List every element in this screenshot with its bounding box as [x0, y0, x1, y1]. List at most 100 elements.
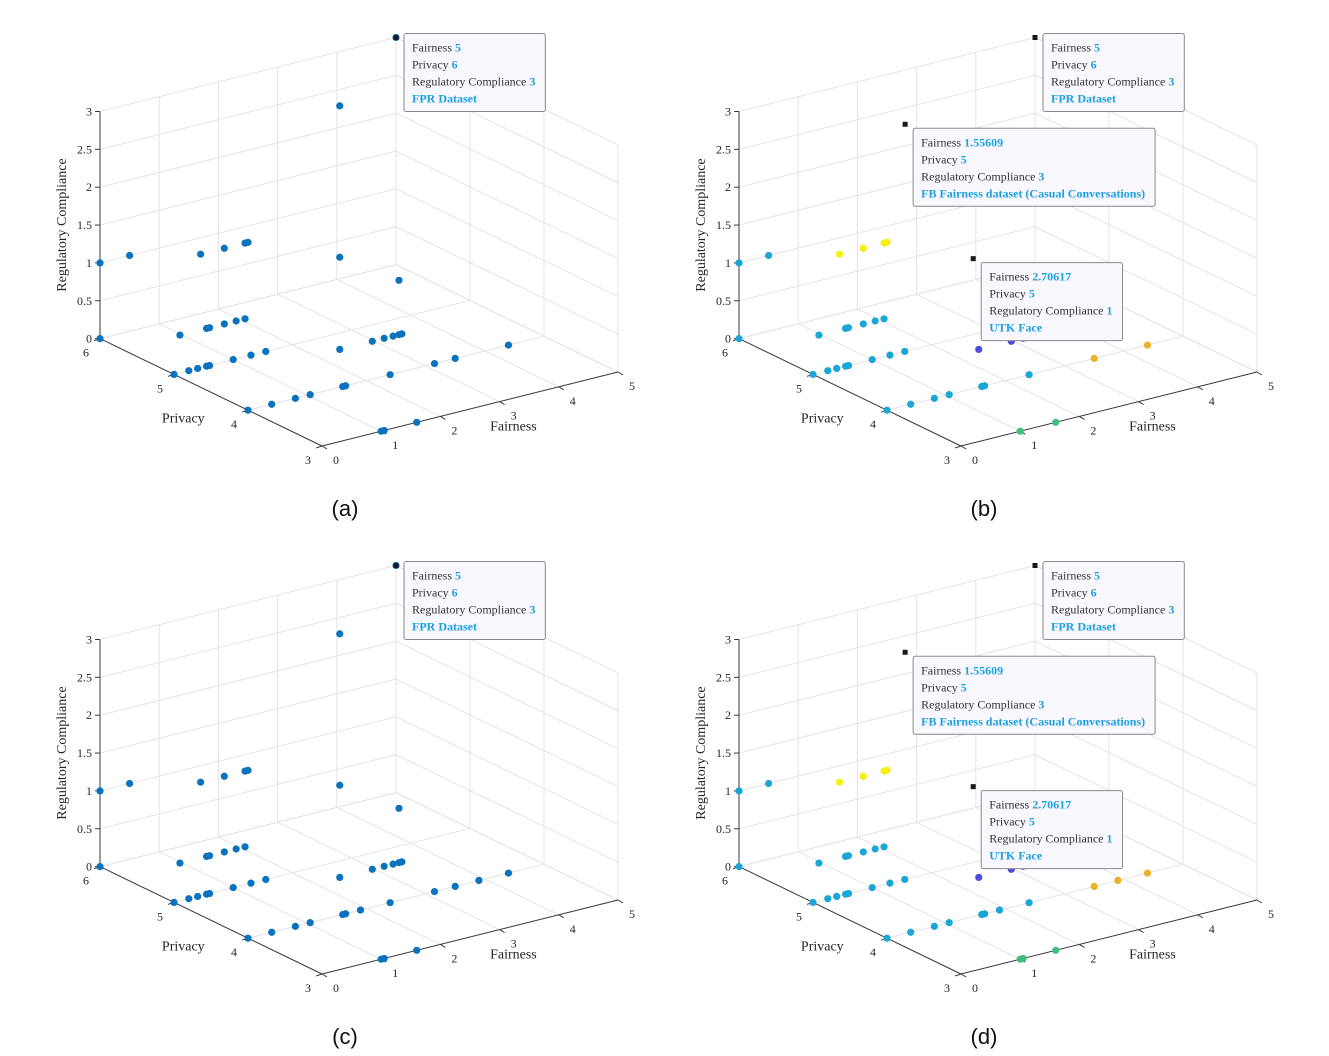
datatip-value: FB Fairness dataset (Casual Conversation… [921, 186, 1145, 200]
z-tick-label: 2 [86, 708, 92, 722]
datatip-key: Fairness [412, 41, 455, 55]
data-point [1016, 427, 1024, 435]
y-axis-label: Privacy [801, 412, 844, 427]
grid-line [916, 293, 1139, 403]
y-axis-label: Privacy [162, 940, 205, 955]
grid-line [395, 150, 619, 259]
data-point [170, 370, 178, 378]
panel-caption: (b) [971, 496, 998, 521]
data-point [945, 391, 953, 399]
y-tick-mark [954, 973, 962, 977]
datatip-line: FPR Dataset [412, 620, 477, 634]
x-tick-label: 0 [333, 981, 339, 995]
panel-caption: (d) [971, 1024, 998, 1049]
y-tick-mark [315, 445, 323, 449]
grid-line [1034, 188, 1258, 297]
x-tick-label: 1 [392, 966, 398, 980]
z-axis-label: Regulatory Compliance [694, 686, 709, 819]
data-point [398, 330, 406, 338]
datatip-value: FPR Dataset [412, 92, 477, 106]
z-tick-label: 1 [725, 784, 731, 798]
z-tick-label: 0.5 [77, 822, 92, 836]
data-point [244, 238, 252, 246]
data-point [241, 843, 249, 851]
z-tick-label: 1.5 [77, 218, 92, 232]
y-axis-line [99, 338, 323, 447]
x-tick-mark [1138, 929, 1144, 934]
data-point [735, 863, 743, 871]
data-point [220, 244, 228, 252]
grid-line [395, 678, 619, 787]
datatip-marker [393, 563, 399, 568]
data-point [1025, 371, 1033, 379]
datatip-value: FB Fairness dataset (Casual Conversation… [921, 714, 1145, 728]
datatip-value: UTK Face [989, 321, 1043, 335]
datatip-key: Privacy [921, 152, 961, 166]
data-point [336, 102, 344, 110]
datatip-line: Privacy 5 [921, 152, 967, 166]
data-point [389, 332, 397, 340]
data-point [336, 253, 344, 261]
y-tick-label: 3 [305, 453, 311, 467]
z-axis-label: Regulatory Compliance [55, 686, 70, 819]
data-point [1019, 954, 1027, 963]
data-point [1025, 899, 1033, 907]
datatip-value: UTK Face [989, 849, 1043, 863]
z-tick-label: 1.5 [716, 746, 731, 760]
grid-line [99, 640, 397, 716]
data-point [735, 787, 743, 795]
grid-line [797, 323, 1021, 432]
datatip-line: Privacy 5 [921, 680, 967, 694]
data-point [844, 852, 853, 860]
y-tick-label: 3 [944, 981, 950, 995]
y-tick-label: 6 [83, 874, 89, 888]
grid-line [158, 851, 382, 960]
grid-line [99, 74, 397, 150]
data-point [220, 848, 228, 856]
grid-line [395, 754, 619, 863]
x-tick-label: 3 [511, 937, 517, 951]
data-point [836, 250, 844, 258]
datatip-line: Regulatory Compliance 1 [989, 832, 1112, 846]
data-point [1090, 882, 1098, 891]
x-tick-label: 1 [392, 438, 398, 452]
datatip-line: UTK Face [989, 321, 1043, 335]
y-axis-line [738, 866, 962, 975]
datatip-value: 1.55609 [964, 663, 1003, 677]
data-point [901, 347, 909, 356]
data-point [1052, 946, 1060, 954]
data-point [268, 400, 276, 408]
data-point [886, 879, 894, 887]
x-tick-mark [617, 899, 624, 904]
data-point [930, 394, 938, 402]
z-tick-label: 3 [725, 633, 731, 647]
data-point [1052, 418, 1060, 426]
datatip-value: 5 [1094, 41, 1100, 55]
data-point [413, 946, 421, 954]
grid-line [99, 716, 397, 792]
datatip-box [403, 561, 546, 640]
datatip-marker [393, 35, 399, 40]
datatip-line: FB Fairness dataset (Casual Conversation… [921, 186, 1145, 200]
datatip-value: 5 [961, 152, 967, 166]
data-point [735, 259, 743, 267]
x-axis-line [960, 899, 1258, 975]
data-point [809, 898, 817, 907]
data-point [205, 361, 214, 370]
grid-line [1034, 716, 1258, 825]
grid-line [738, 74, 1036, 150]
datatip-value: 3 [1168, 75, 1174, 89]
data-point [765, 251, 773, 260]
y-tick-label: 5 [796, 381, 802, 395]
datatip-key: Fairness [921, 135, 964, 149]
data-point [96, 787, 104, 795]
datatip-line: Privacy 6 [412, 586, 458, 600]
data-point [824, 367, 832, 375]
y-tick-label: 6 [722, 346, 728, 360]
z-tick-label: 2.5 [716, 670, 731, 684]
datatip-key: Regulatory Compliance [412, 603, 529, 617]
datatip-value: 5 [1029, 815, 1035, 829]
x-tick-mark [321, 973, 328, 978]
datatip-key: Regulatory Compliance [921, 169, 1038, 183]
datatip-key: Privacy [921, 680, 961, 694]
